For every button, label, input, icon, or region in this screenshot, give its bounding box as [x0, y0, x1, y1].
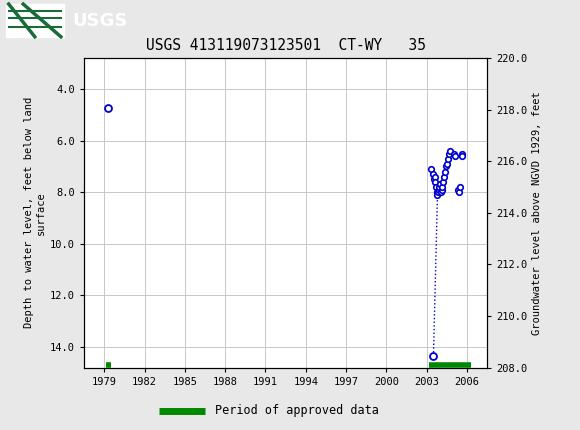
Y-axis label: Depth to water level, feet below land
surface: Depth to water level, feet below land su…	[24, 97, 46, 329]
Text: USGS: USGS	[72, 12, 128, 30]
Text: Period of approved data: Period of approved data	[215, 404, 379, 417]
Title: USGS 413119073123501  CT-WY   35: USGS 413119073123501 CT-WY 35	[146, 38, 426, 53]
Y-axis label: Groundwater level above NGVD 1929, feet: Groundwater level above NGVD 1929, feet	[532, 91, 542, 335]
